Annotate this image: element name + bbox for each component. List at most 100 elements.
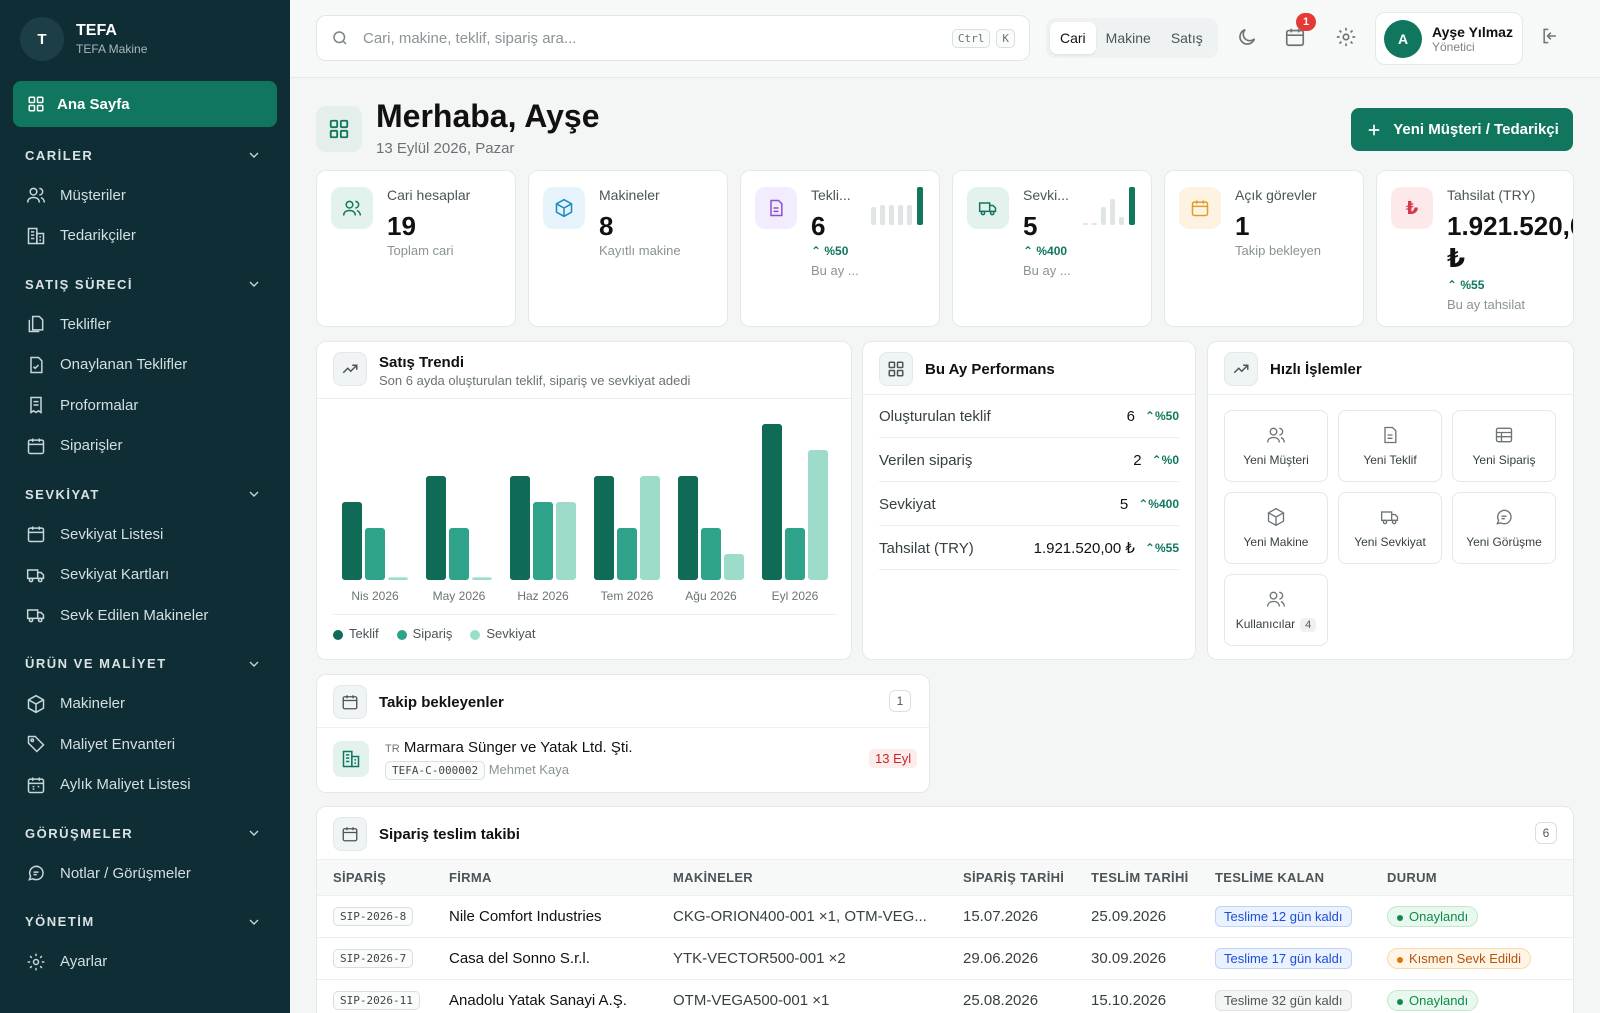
quick-new-customer[interactable]: Yeni Müşteri	[1224, 410, 1328, 482]
sidebar-item-label: Makineler	[60, 695, 126, 713]
box-icon	[1267, 507, 1285, 527]
page-title: Merhaba, Ayşe	[376, 98, 600, 134]
table-row[interactable]: SIP-2026-11 Anadolu Yatak Sanayi A.Ş. OT…	[317, 979, 1573, 1013]
calendar-icon	[27, 438, 45, 454]
user-menu[interactable]: A Ayşe Yılmaz Yönetici	[1375, 12, 1523, 65]
perf-trend: %0	[1161, 453, 1179, 467]
sidebar-item-makineler[interactable]: Makineler	[0, 684, 290, 725]
dashboard-icon	[28, 96, 44, 112]
perf-value: 6	[1126, 407, 1135, 425]
bar-sipariş-5[interactable]	[785, 528, 805, 580]
bar-teklif-3[interactable]	[594, 476, 614, 580]
bar-sevkiyat-0[interactable]	[388, 577, 408, 580]
logout-icon[interactable]	[1540, 26, 1560, 46]
table-row[interactable]: SIP-2026-8 Nile Comfort Industries CKG-O…	[317, 895, 1573, 938]
orders-panel: Sipariş teslim takibi 6 SİPARİŞ FİRMA MA…	[316, 806, 1574, 1013]
perf-row: Verilen sipariş 2 ⌃ %0	[879, 439, 1179, 482]
table-row[interactable]: SIP-2026-7 Casa del Sonno S.r.l. YTK-VEC…	[317, 937, 1573, 980]
bar-sevkiyat-1[interactable]	[472, 577, 492, 580]
gear-icon	[27, 953, 45, 971]
section-sevkiyat[interactable]: SEVKİYAT	[0, 474, 290, 514]
sidebar-item-onaylanan[interactable]: Onaylanan Teklifler	[0, 345, 290, 386]
sidebar-item-siparisler[interactable]: Siparişler	[0, 426, 290, 467]
new-customer-button[interactable]: Yeni Müşteri / Tedarikçi	[1351, 108, 1573, 151]
bar-sipariş-1[interactable]	[449, 528, 469, 580]
chart-legend: Teklif Sipariş Sevkiyat	[333, 626, 536, 641]
quick-new-offer[interactable]: Yeni Teklif	[1338, 410, 1442, 482]
quick-users[interactable]: Kullanıcılar 4	[1224, 574, 1328, 646]
bar-teklif-0[interactable]	[342, 502, 362, 580]
section-cariler[interactable]: CARİLER	[0, 135, 290, 175]
sidebar-item-label: Siparişler	[60, 437, 123, 455]
brand-subtitle: TEFA Makine	[76, 42, 148, 56]
stat-card-tahsilat[interactable]: ₺ Tahsilat (TRY) 1.921.520,00 ₺ ⌃ %55 Bu…	[1376, 170, 1574, 327]
quick-new-shipment[interactable]: Yeni Sevkiyat	[1338, 492, 1442, 564]
bar-teklif-4[interactable]	[678, 476, 698, 580]
remaining-badge: Teslime 32 gün kaldı	[1215, 990, 1352, 1011]
stat-card-teklifler[interactable]: Tekli... 6 ⌃ %50 Bu ay ...	[740, 170, 940, 327]
machines: OTM-VEGA500-001 ×1	[673, 979, 963, 1013]
sidebar-item-home[interactable]: Ana Sayfa	[13, 81, 277, 127]
bar-sipariş-0[interactable]	[365, 528, 385, 580]
stat-card-gorevler[interactable]: Açık görevler 1 Takip bekleyen	[1164, 170, 1364, 327]
stat-sub: Bu ay tahsilat	[1447, 297, 1526, 312]
sidebar-item-aylik-maliyet[interactable]: Aylık Maliyet Listesi	[0, 765, 290, 806]
calendar-icon[interactable]	[1284, 26, 1306, 48]
section-yonetim[interactable]: YÖNETİM	[0, 902, 290, 942]
sidebar-item-notlar[interactable]: Notlar / Görüşmeler	[0, 853, 290, 894]
bar-sipariş-2[interactable]	[533, 502, 553, 580]
stat-card-cari[interactable]: Cari hesaplar 19 Toplam cari	[316, 170, 516, 327]
brand: T TEFA TEFA Makine	[0, 0, 290, 78]
sidebar-item-maliyet-envanteri[interactable]: Maliyet Envanteri	[0, 724, 290, 765]
bar-sevkiyat-4[interactable]	[724, 554, 744, 580]
search-input[interactable]: Cari, makine, teklif, sipariş ara... Ctr…	[316, 15, 1030, 61]
sidebar-item-sevk-edilen[interactable]: Sevk Edilen Makineler	[0, 595, 290, 636]
section-gorusmeler[interactable]: GÖRÜŞMELER	[0, 813, 290, 853]
scope-makine[interactable]: Makine	[1105, 30, 1151, 46]
sidebar-item-teklifler[interactable]: Teklifler	[0, 304, 290, 345]
sidebar-item-label: Proformalar	[60, 396, 139, 414]
sidebar-item-label: Sevk Edilen Makineler	[60, 606, 209, 624]
stat-trend: ⌃ %400	[1023, 244, 1068, 258]
page-date: 13 Eylül 2026, Pazar	[376, 140, 515, 157]
quick-new-meeting[interactable]: Yeni Görüşme	[1452, 492, 1556, 564]
bar-sipariş-3[interactable]	[617, 528, 637, 580]
file-icon	[1384, 426, 1397, 444]
divider	[317, 727, 929, 728]
stat-trend: ⌃ %50	[811, 244, 849, 258]
section-urun[interactable]: ÜRÜN VE MALİYET	[0, 644, 290, 684]
quick-new-machine[interactable]: Yeni Makine	[1224, 492, 1328, 564]
calendar-icon	[333, 817, 367, 851]
sidebar-item-ayarlar[interactable]: Ayarlar	[0, 942, 290, 983]
stat-card-sevkiyat[interactable]: Sevki... 5 ⌃ %400 Bu ay ...	[952, 170, 1152, 327]
sidebar-item-sevkiyat-kartlari[interactable]: Sevkiyat Kartları	[0, 555, 290, 596]
bar-teklif-2[interactable]	[510, 476, 530, 580]
scope-satis[interactable]: Satış	[1170, 30, 1203, 46]
section-satis[interactable]: SATIŞ SÜRECİ	[0, 264, 290, 304]
truck-icon	[26, 609, 45, 623]
quick-new-order[interactable]: Yeni Sipariş	[1452, 410, 1556, 482]
bar-sevkiyat-3[interactable]	[640, 476, 660, 580]
sidebar-item-tedarikciler[interactable]: Tedarikçiler	[0, 216, 290, 257]
gear-icon[interactable]	[1335, 26, 1357, 48]
sidebar-item-proformalar[interactable]: Proformalar	[0, 385, 290, 426]
due-date-badge: 13 Eyl	[869, 749, 918, 768]
sidebar-item-sevkiyat-listesi[interactable]: Sevkiyat Listesi	[0, 514, 290, 555]
x-tick-label: Tem 2026	[601, 589, 654, 603]
bar-sipariş-4[interactable]	[701, 528, 721, 580]
brand-avatar: T	[20, 17, 64, 61]
bar-teklif-5[interactable]	[762, 424, 782, 580]
stat-card-makineler[interactable]: Makineler 8 Kayıtlı makine	[528, 170, 728, 327]
bar-teklif-1[interactable]	[426, 476, 446, 580]
sidebar-item-musteriler[interactable]: Müşteriler	[0, 175, 290, 216]
firm: Casa del Sonno S.r.l.	[449, 937, 673, 980]
stat-value: 6	[811, 211, 826, 241]
count-badge: 1	[889, 690, 911, 712]
bar-sevkiyat-5[interactable]	[808, 450, 828, 580]
divider	[333, 614, 837, 615]
bar-sevkiyat-2[interactable]	[556, 502, 576, 580]
moon-icon[interactable]	[1236, 26, 1258, 48]
sidebar-item-label: Tedarikçiler	[60, 227, 136, 245]
scope-cari[interactable]: Cari	[1050, 22, 1096, 54]
followup-item[interactable]: TR Marmara Sünger ve Yatak Ltd. Şti.	[385, 739, 633, 756]
